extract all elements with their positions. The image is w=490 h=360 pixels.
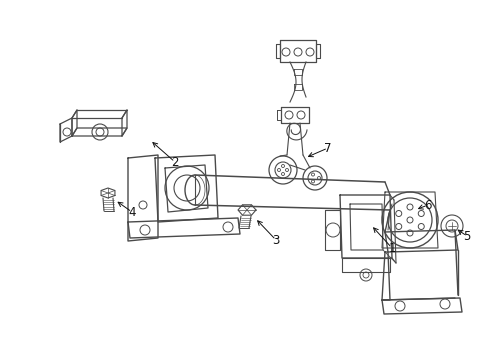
Text: 2: 2 <box>171 156 179 168</box>
Text: 7: 7 <box>324 141 332 154</box>
Text: 4: 4 <box>128 206 136 219</box>
Text: 6: 6 <box>424 198 432 212</box>
Text: 1: 1 <box>388 242 396 255</box>
Text: 5: 5 <box>464 230 471 243</box>
Text: 3: 3 <box>272 234 280 247</box>
